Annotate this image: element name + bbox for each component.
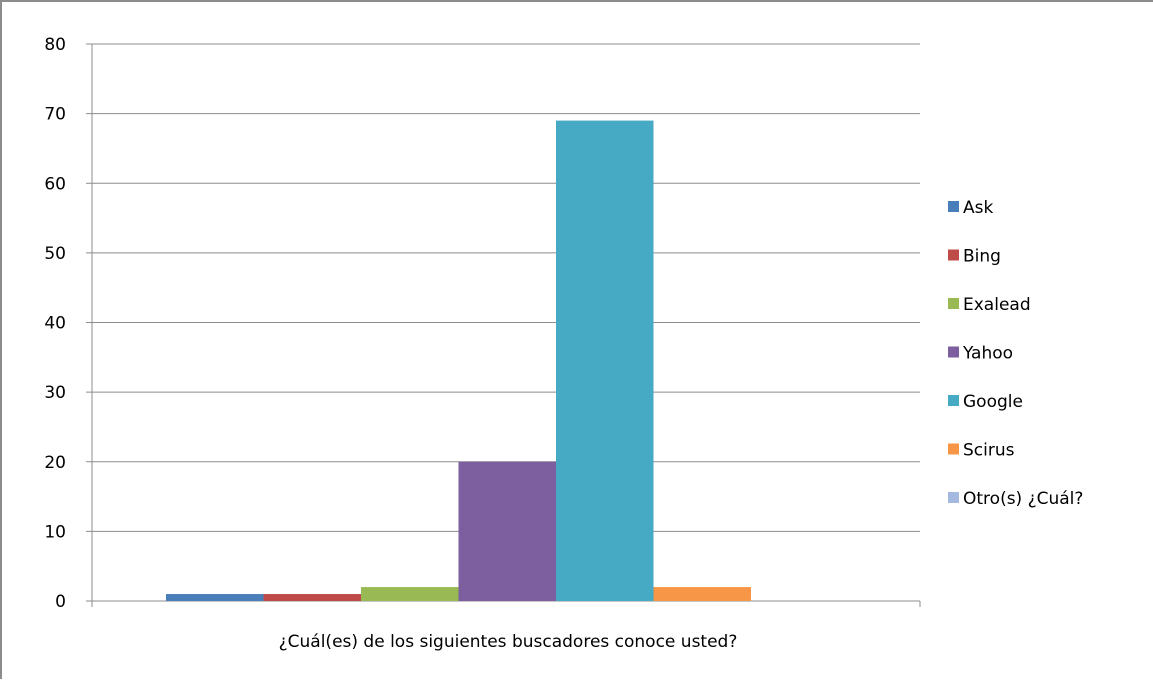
legend-label: Bing <box>963 247 1001 267</box>
y-tick-labels: 0 10 20 30 40 50 60 70 80 <box>44 35 66 612</box>
legend-swatch <box>948 201 959 212</box>
y-tick-label: 50 <box>44 244 66 264</box>
y-tick-label: 10 <box>44 522 66 542</box>
legend-label: Google <box>963 392 1023 412</box>
legend-label: Scirus <box>963 441 1015 461</box>
bar-google <box>556 120 654 602</box>
y-tick-label: 80 <box>44 35 66 55</box>
bar-exalead <box>361 587 459 601</box>
y-tick-label: 40 <box>44 314 66 334</box>
bars <box>166 120 751 602</box>
bar-yahoo <box>458 461 556 601</box>
bar-scirus <box>653 587 751 601</box>
bar-ask <box>166 594 264 601</box>
y-tick-label: 60 <box>44 174 66 194</box>
legend-swatch <box>948 346 959 358</box>
y-tick-label: 30 <box>44 383 66 403</box>
y-tick-label: 70 <box>44 105 66 125</box>
legend-label: Otro(s) ¿Cuál? <box>963 489 1083 509</box>
legend-label: Ask <box>963 198 993 218</box>
legend-swatch <box>948 395 959 406</box>
gridlines <box>92 43 920 532</box>
x-axis-label: ¿Cuál(es) de los siguientes buscadores c… <box>279 632 738 652</box>
legend-swatch <box>948 443 959 455</box>
legend-swatch <box>948 298 959 309</box>
bar-bing <box>263 594 361 601</box>
y-tick-label: 20 <box>44 453 66 473</box>
y-tick-label: 0 <box>55 592 66 612</box>
legend-label: Yahoo <box>962 344 1013 364</box>
legend-swatch <box>948 249 959 261</box>
legend-swatch <box>948 492 959 503</box>
legend-label: Exalead <box>963 295 1031 315</box>
legend: Ask Bing Exalead Yahoo Google Scirus Otro(s) ¿… <box>948 198 1083 509</box>
